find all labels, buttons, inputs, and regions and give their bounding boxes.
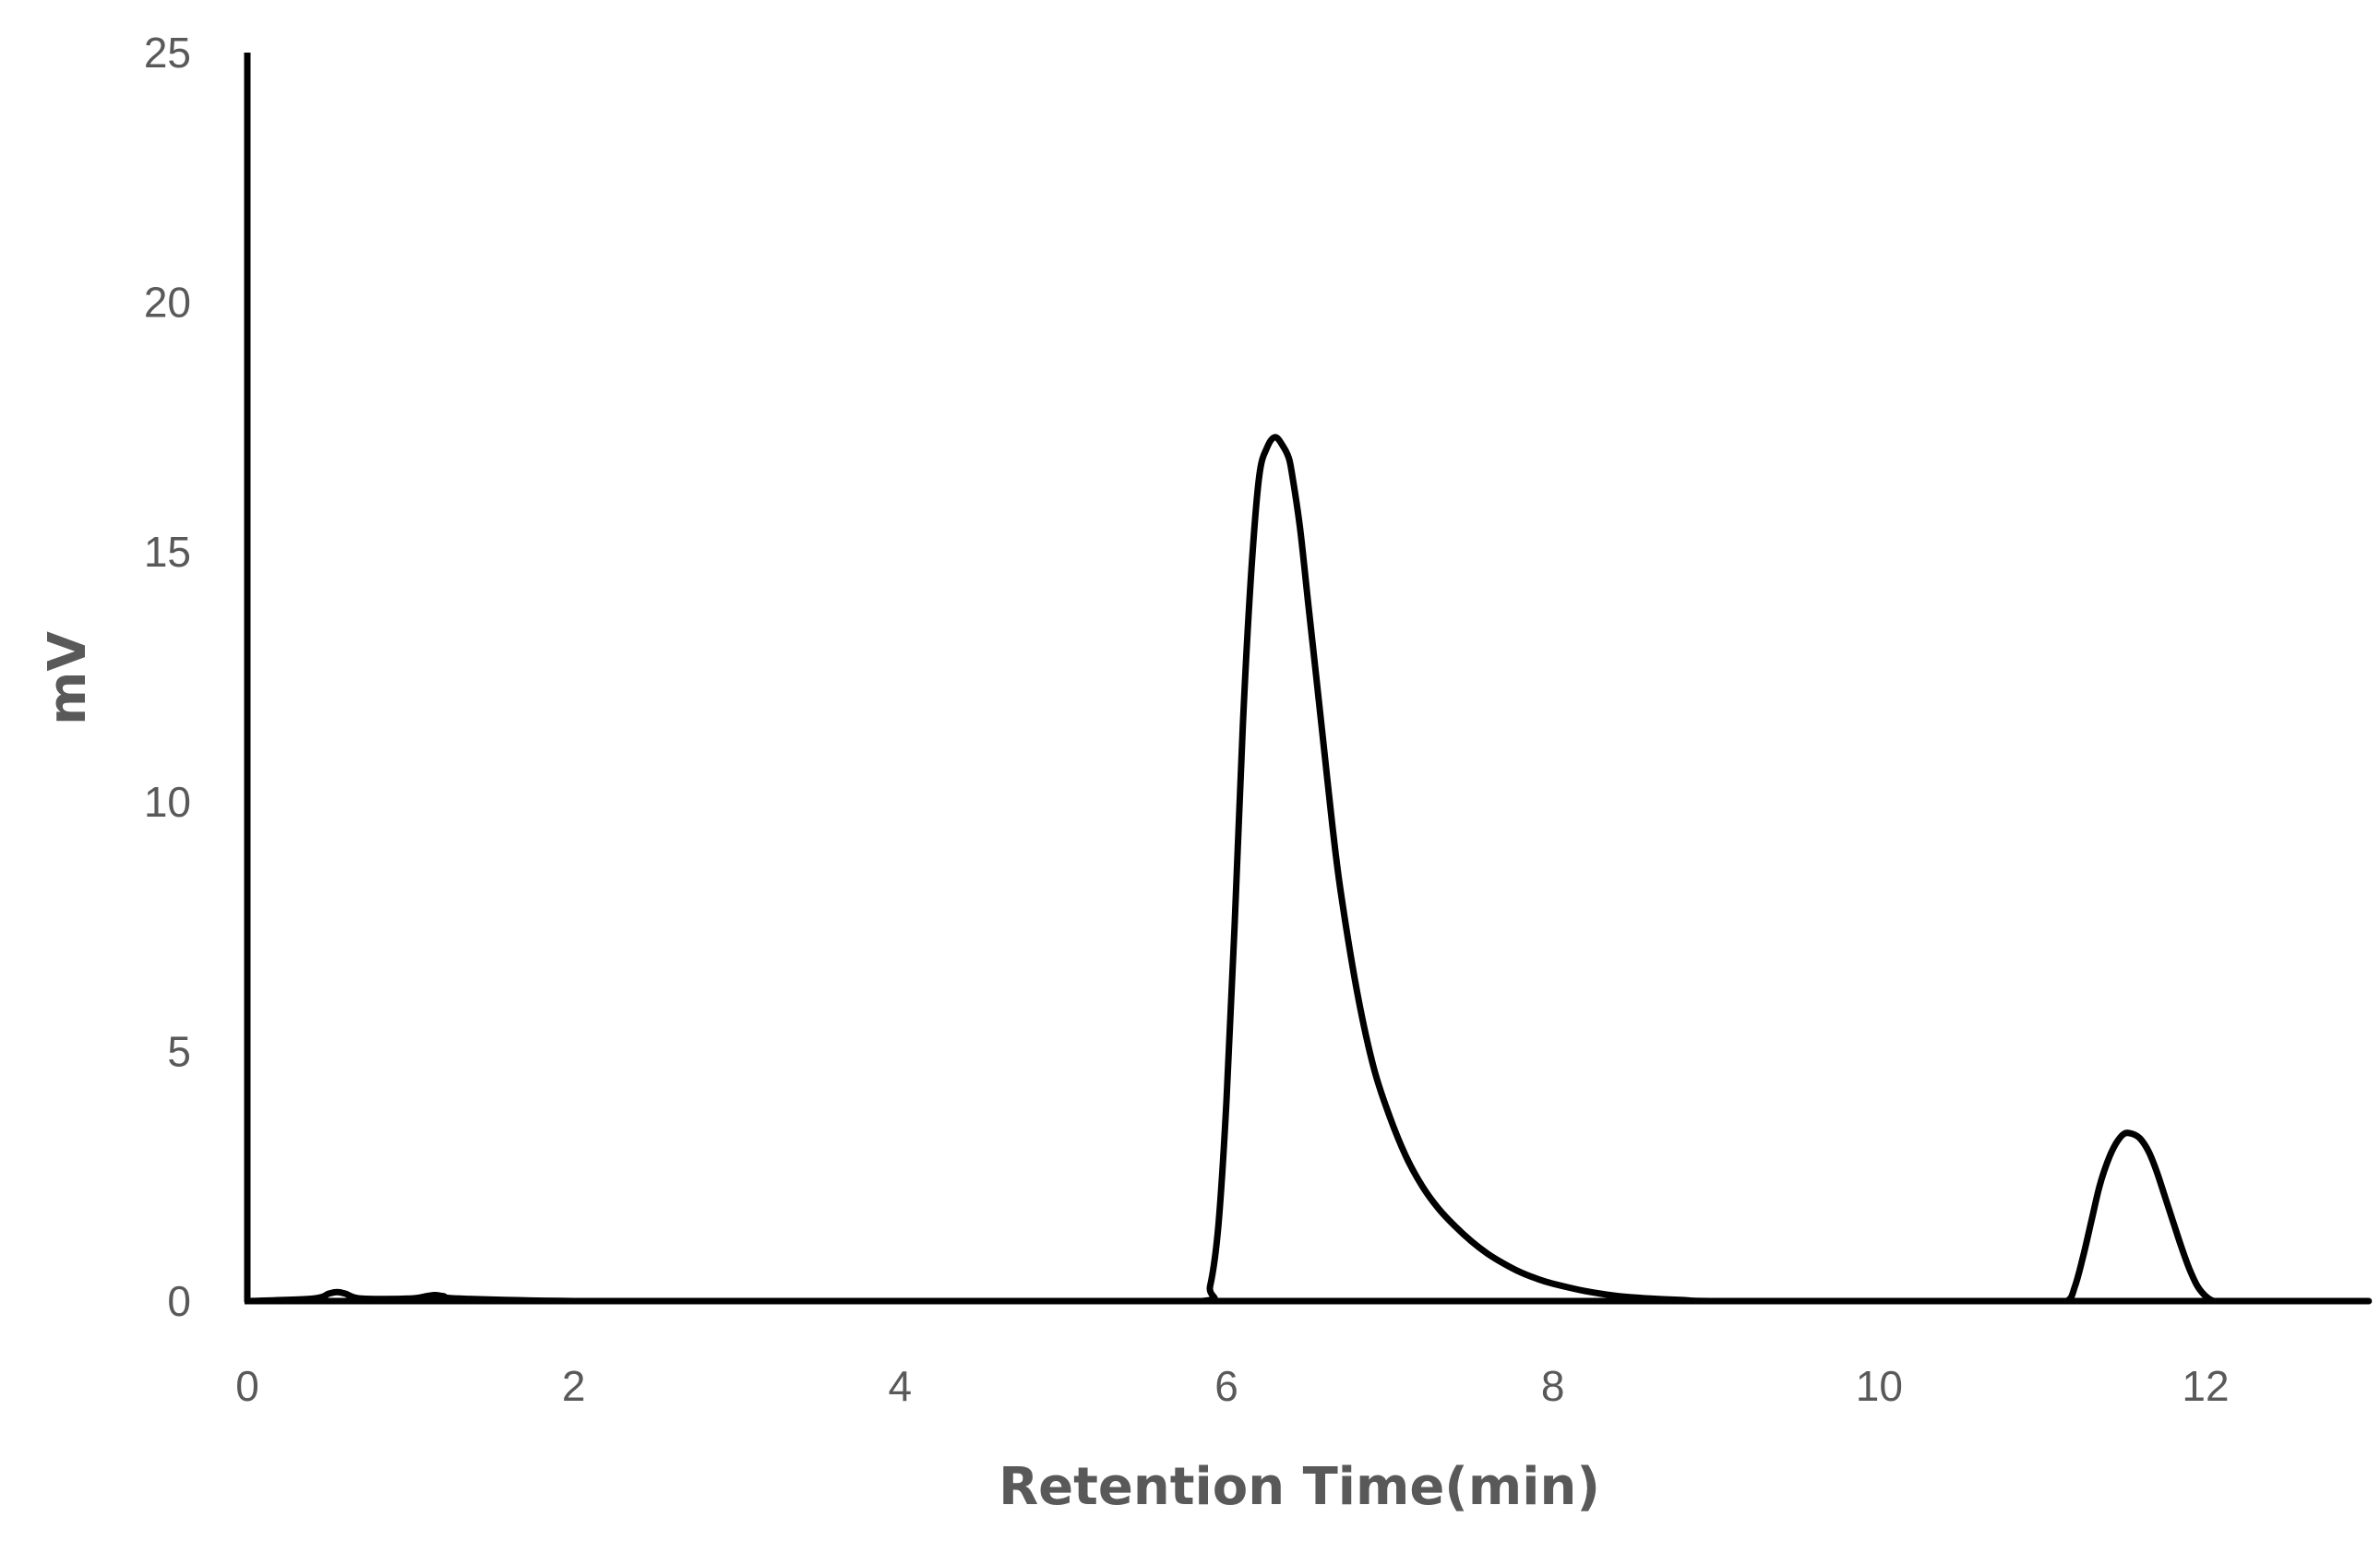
x-tick-label: 6 [1214, 1362, 1238, 1410]
x-axis-title: Retention Time(min) [999, 1457, 1600, 1517]
y-tick-labels: 0 5 10 15 20 25 [144, 29, 191, 1325]
y-tick-label: 20 [144, 279, 191, 327]
chromatogram-trace [244, 434, 2373, 1305]
x-tick-label: 4 [889, 1362, 913, 1410]
y-tick-label: 0 [167, 1277, 191, 1325]
x-tick-label: 0 [235, 1362, 259, 1410]
x-tick-label: 10 [1856, 1362, 1903, 1410]
x-tick-label: 12 [2182, 1362, 2229, 1410]
x-tick-label: 8 [1541, 1362, 1565, 1410]
x-tick-labels: 0 2 4 6 8 10 12 [235, 1362, 2229, 1410]
y-tick-label: 10 [144, 778, 191, 826]
y-tick-label: 25 [144, 29, 191, 77]
y-axis-title: mV [38, 631, 98, 725]
x-tick-label: 2 [562, 1362, 586, 1410]
y-tick-label: 5 [167, 1027, 191, 1075]
y-tick-label: 15 [144, 528, 191, 576]
